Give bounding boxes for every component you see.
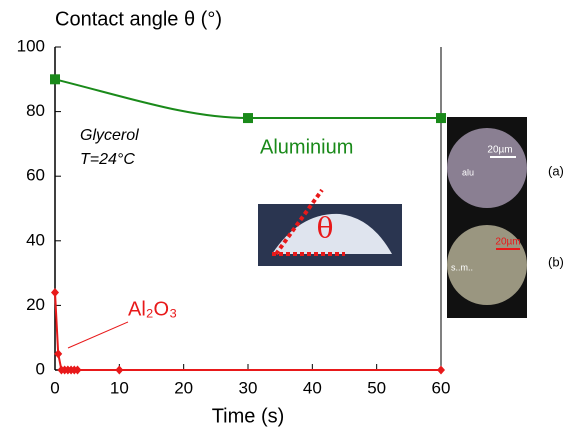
chart-title: Contact angle θ (°)	[55, 8, 222, 30]
micrograph-inset: 20µm alu 20µm s..m.. (a) (b)	[447, 117, 564, 318]
label-connector	[67, 321, 129, 349]
series-label: Aluminium	[260, 136, 353, 158]
x-tick-label: 50	[367, 378, 386, 397]
series-label: Al₂O₃	[128, 298, 177, 320]
marker	[54, 349, 63, 359]
x-tick-label: 0	[50, 378, 59, 397]
theta-label: θ	[317, 212, 334, 245]
x-tick-label: 60	[432, 378, 451, 397]
y-tick-label: 20	[26, 295, 45, 314]
drop	[272, 213, 392, 254]
micrograph	[447, 225, 527, 305]
x-tick-label: 10	[110, 378, 129, 397]
x-tick-label: 20	[174, 378, 193, 397]
marker	[51, 287, 59, 297]
y-tick-label: 60	[26, 166, 45, 185]
panel-label: (a)	[548, 163, 564, 178]
y-tick-label: 0	[36, 359, 45, 378]
y-tick-label: 40	[26, 230, 45, 249]
scale-label: 20µm	[487, 145, 512, 156]
micrograph	[447, 128, 527, 208]
annotation: Glycerol	[80, 127, 139, 144]
marker	[437, 365, 445, 375]
marker	[436, 113, 446, 124]
series-line	[54, 78, 441, 120]
panel-label: (b)	[548, 254, 564, 269]
x-tick-label: 40	[303, 378, 322, 397]
marker	[115, 365, 124, 375]
x-tick-label: 30	[239, 378, 258, 397]
inner-label: alu	[462, 167, 474, 177]
marker	[50, 74, 60, 85]
series-line	[54, 292, 441, 371]
marker	[243, 113, 253, 124]
marker	[73, 365, 82, 375]
scale-label: 20µm	[495, 237, 520, 248]
y-tick-label: 80	[26, 101, 45, 120]
drop-inset: θ	[258, 188, 402, 266]
x-axis-label: Time (s)	[212, 405, 285, 427]
annotation: T=24°C	[80, 151, 135, 168]
inner-label: s..m..	[451, 262, 473, 272]
angle-line	[274, 188, 324, 256]
y-tick-label: 100	[17, 36, 45, 55]
